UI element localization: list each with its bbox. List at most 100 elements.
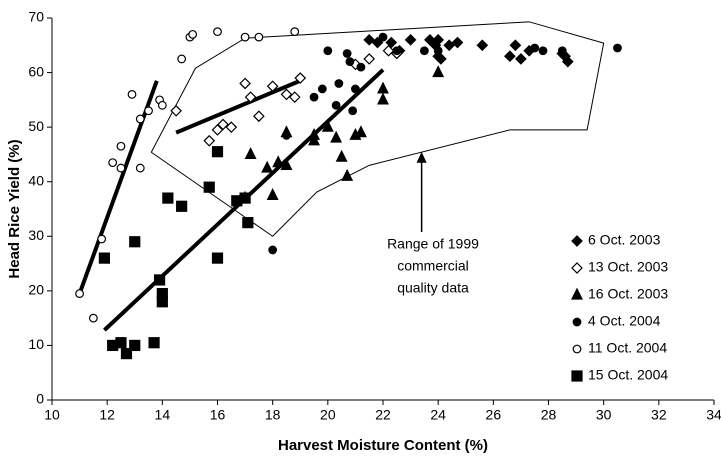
- x-tick-label: 16: [210, 407, 226, 423]
- legend-marker: [571, 235, 583, 247]
- point: [211, 252, 224, 264]
- point: [280, 158, 293, 170]
- point: [156, 296, 168, 308]
- point: [170, 104, 182, 117]
- point: [213, 27, 222, 37]
- point: [348, 106, 358, 116]
- point: [203, 134, 216, 147]
- point: [239, 192, 251, 204]
- point: [345, 57, 355, 67]
- region-label: commercial: [397, 258, 469, 274]
- point: [268, 245, 278, 255]
- region-label: Range of 1999: [387, 236, 479, 252]
- point: [432, 65, 445, 78]
- legend-label: 4 Oct. 2004: [588, 313, 661, 329]
- point: [157, 100, 167, 110]
- point: [244, 91, 257, 103]
- point: [515, 53, 527, 65]
- point: [317, 84, 327, 94]
- point: [153, 274, 166, 286]
- point: [217, 118, 229, 131]
- x-tick-label: 32: [651, 407, 667, 423]
- point: [272, 155, 285, 168]
- point: [244, 147, 257, 160]
- x-tick-label: 28: [541, 407, 557, 423]
- point: [176, 200, 188, 212]
- point: [88, 313, 98, 323]
- region-label: quality data: [397, 280, 469, 296]
- point: [266, 80, 279, 93]
- point: [144, 106, 153, 116]
- legend-label: 11 Oct. 2004: [588, 340, 667, 356]
- point: [266, 188, 279, 200]
- point: [504, 50, 516, 63]
- point: [451, 36, 464, 49]
- x-tick-label: 34: [706, 407, 721, 423]
- point: [129, 339, 141, 352]
- point: [443, 39, 456, 52]
- point: [419, 46, 429, 56]
- legend-marker: [571, 370, 583, 382]
- point: [432, 33, 445, 46]
- point: [211, 146, 224, 158]
- point: [363, 33, 376, 46]
- point: [148, 337, 160, 349]
- point: [323, 46, 333, 56]
- point: [188, 29, 198, 39]
- point: [363, 53, 376, 65]
- legend-marker: [571, 287, 583, 300]
- point: [240, 32, 250, 42]
- legend-label: 6 Oct. 2003: [588, 232, 661, 248]
- point: [75, 289, 84, 298]
- point: [331, 100, 341, 110]
- point: [254, 32, 264, 42]
- y-axis-title: Head Rice Yield (%): [6, 139, 23, 278]
- legend-label: 15 Oct. 2004: [588, 367, 668, 383]
- point: [225, 121, 238, 133]
- point: [341, 168, 354, 181]
- point: [261, 160, 274, 173]
- x-tick-label: 10: [44, 407, 60, 423]
- point: [211, 124, 224, 136]
- point: [378, 32, 388, 42]
- x-tick-label: 26: [486, 407, 502, 423]
- trend-line: [175, 78, 302, 135]
- legend-marker: [572, 344, 582, 354]
- arrow-head: [416, 151, 427, 163]
- y-tick-label: 70: [28, 9, 44, 25]
- x-tick-label: 30: [596, 407, 612, 423]
- y-tick-label: 30: [28, 227, 44, 243]
- point: [127, 89, 137, 99]
- x-tick-label: 18: [265, 407, 281, 423]
- point: [309, 92, 319, 102]
- point: [290, 27, 300, 37]
- point: [354, 125, 367, 138]
- legend-marker: [571, 262, 583, 274]
- point: [116, 141, 126, 151]
- x-tick-label: 20: [320, 407, 336, 423]
- point: [162, 192, 174, 204]
- x-tick-label: 12: [99, 407, 115, 423]
- point: [424, 33, 436, 46]
- point: [613, 43, 622, 53]
- point: [253, 110, 265, 123]
- x-axis-title: Harvest Moisture Content (%): [278, 437, 488, 454]
- x-tick-label: 22: [375, 407, 391, 423]
- point: [335, 149, 348, 162]
- y-tick-label: 0: [36, 391, 44, 407]
- point: [116, 163, 126, 173]
- point: [177, 54, 187, 64]
- point: [115, 337, 127, 349]
- legend-label: 16 Oct. 2003: [588, 286, 668, 302]
- point: [135, 114, 145, 124]
- point: [282, 130, 291, 140]
- point: [356, 62, 366, 72]
- point: [509, 39, 522, 52]
- point: [433, 46, 443, 56]
- point: [385, 36, 398, 49]
- point: [404, 33, 417, 46]
- y-tick-label: 10: [28, 336, 44, 352]
- point: [351, 84, 360, 94]
